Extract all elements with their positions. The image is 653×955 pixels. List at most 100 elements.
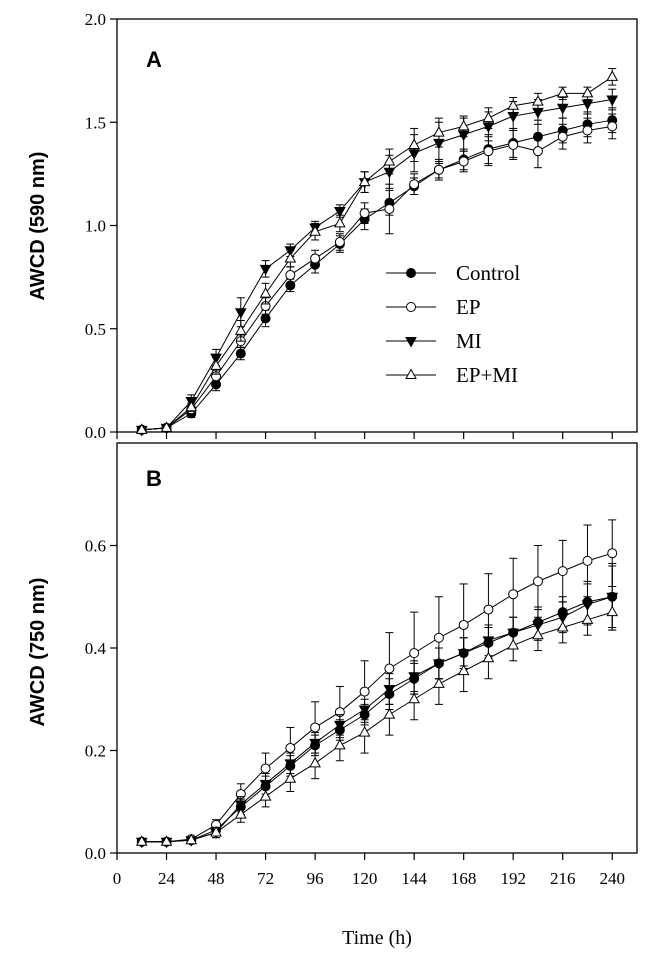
x-tick-label: 120 (352, 869, 378, 888)
data-point (582, 125, 593, 136)
data-point (358, 705, 371, 717)
data-point (358, 726, 371, 737)
data-point (285, 742, 296, 753)
data-point (334, 207, 346, 218)
data-point (284, 772, 297, 783)
data-point (309, 756, 321, 768)
series-line (141, 99, 613, 431)
data-point (556, 620, 569, 632)
y-tick-label: 1.0 (85, 217, 106, 236)
data-point (557, 566, 568, 577)
data-point (607, 548, 618, 559)
data-point (384, 203, 395, 214)
legend-item: EP (386, 295, 481, 319)
data-point (383, 708, 396, 719)
data-point (309, 738, 321, 750)
data-point (409, 179, 420, 190)
x-tick-label: 0 (113, 869, 122, 888)
data-point (581, 86, 594, 98)
data-point (532, 628, 544, 640)
legend-marker (405, 337, 417, 348)
data-point (507, 638, 520, 650)
y-tick-label: 0.6 (85, 537, 106, 556)
legend: Control EP MI EP+MI (386, 261, 520, 387)
data-point (532, 95, 544, 106)
y-axis-title-b: AWCD (750 nm) (27, 578, 49, 727)
panel-b: B AWCD (750 nm) 0.0 0.2 0.4 0.6 0 24 48 72 96 12… (27, 442, 638, 888)
data-point (557, 131, 568, 142)
x-tick-label: 72 (257, 869, 274, 888)
x-axis-title: Time (h) (342, 927, 412, 949)
series-mi (135, 562, 619, 849)
data-point (234, 800, 247, 811)
x-tick-label: 216 (550, 869, 576, 888)
data-point (234, 324, 247, 335)
data-point (210, 825, 222, 837)
x-tick-label: 24 (158, 869, 176, 888)
data-point (310, 722, 321, 733)
data-point (284, 252, 297, 263)
series-ep-mi (135, 593, 619, 846)
series-mi (135, 88, 619, 437)
data-point (482, 111, 495, 123)
y-tick-label: 2.0 (85, 10, 106, 29)
y-tick-label: 0.5 (85, 320, 106, 339)
data-point (135, 423, 148, 434)
data-point (359, 208, 370, 219)
data-point (334, 720, 346, 732)
legend-marker (406, 268, 416, 278)
data-point (532, 146, 543, 157)
legend-marker (406, 302, 416, 312)
data-point (260, 763, 271, 774)
plot-frame-a (116, 18, 638, 433)
series-control (136, 565, 618, 847)
x-tick-label: 144 (401, 869, 427, 888)
legend-marker (405, 368, 417, 379)
data-point (409, 648, 420, 659)
data-point (408, 692, 420, 704)
data-point (457, 664, 470, 676)
x-tick-label: 48 (208, 869, 225, 888)
y-axis-title-a: AWCD (590 nm) (27, 152, 49, 301)
x-tick-label: 192 (500, 869, 526, 888)
data-point (358, 175, 371, 187)
data-point (383, 154, 396, 166)
data-point (556, 86, 569, 98)
data-point (384, 663, 395, 674)
data-point (606, 70, 619, 81)
legend-item: MI (386, 329, 482, 353)
data-point (160, 835, 173, 846)
series-ep-mi (135, 68, 619, 434)
y-axis-b: 0.0 0.2 0.4 0.6 (85, 537, 117, 863)
data-point (210, 359, 222, 370)
series-ep (136, 519, 618, 847)
data-point (185, 833, 198, 845)
series-line (141, 611, 613, 843)
x-tick-label: 96 (307, 869, 324, 888)
data-point (582, 555, 593, 566)
panel-label-b: B (146, 466, 162, 491)
data-point (508, 139, 519, 150)
plot-frame-b (116, 442, 638, 854)
data-point (259, 264, 272, 276)
data-point (606, 605, 619, 617)
legend-label: EP+MI (456, 363, 518, 387)
panel-a: A AWCD (590 nm) 0.0 0.5 1.0 1.5 2.0 Control E… (27, 10, 638, 442)
data-point (234, 808, 247, 819)
x-axis-b: 0 24 48 72 96 120 144 168 192 216 240 (113, 853, 625, 888)
data-point (433, 164, 444, 175)
x-axis-a (116, 432, 613, 439)
data-point (234, 308, 247, 319)
data-point (383, 685, 396, 696)
panel-label-a: A (146, 47, 162, 72)
data-point (458, 619, 469, 630)
data-point (507, 99, 520, 110)
data-point (135, 835, 148, 846)
data-point (260, 313, 271, 324)
data-point (285, 270, 296, 281)
data-point (259, 287, 272, 298)
data-point (458, 156, 469, 167)
data-point (482, 651, 495, 663)
data-point (433, 126, 445, 137)
